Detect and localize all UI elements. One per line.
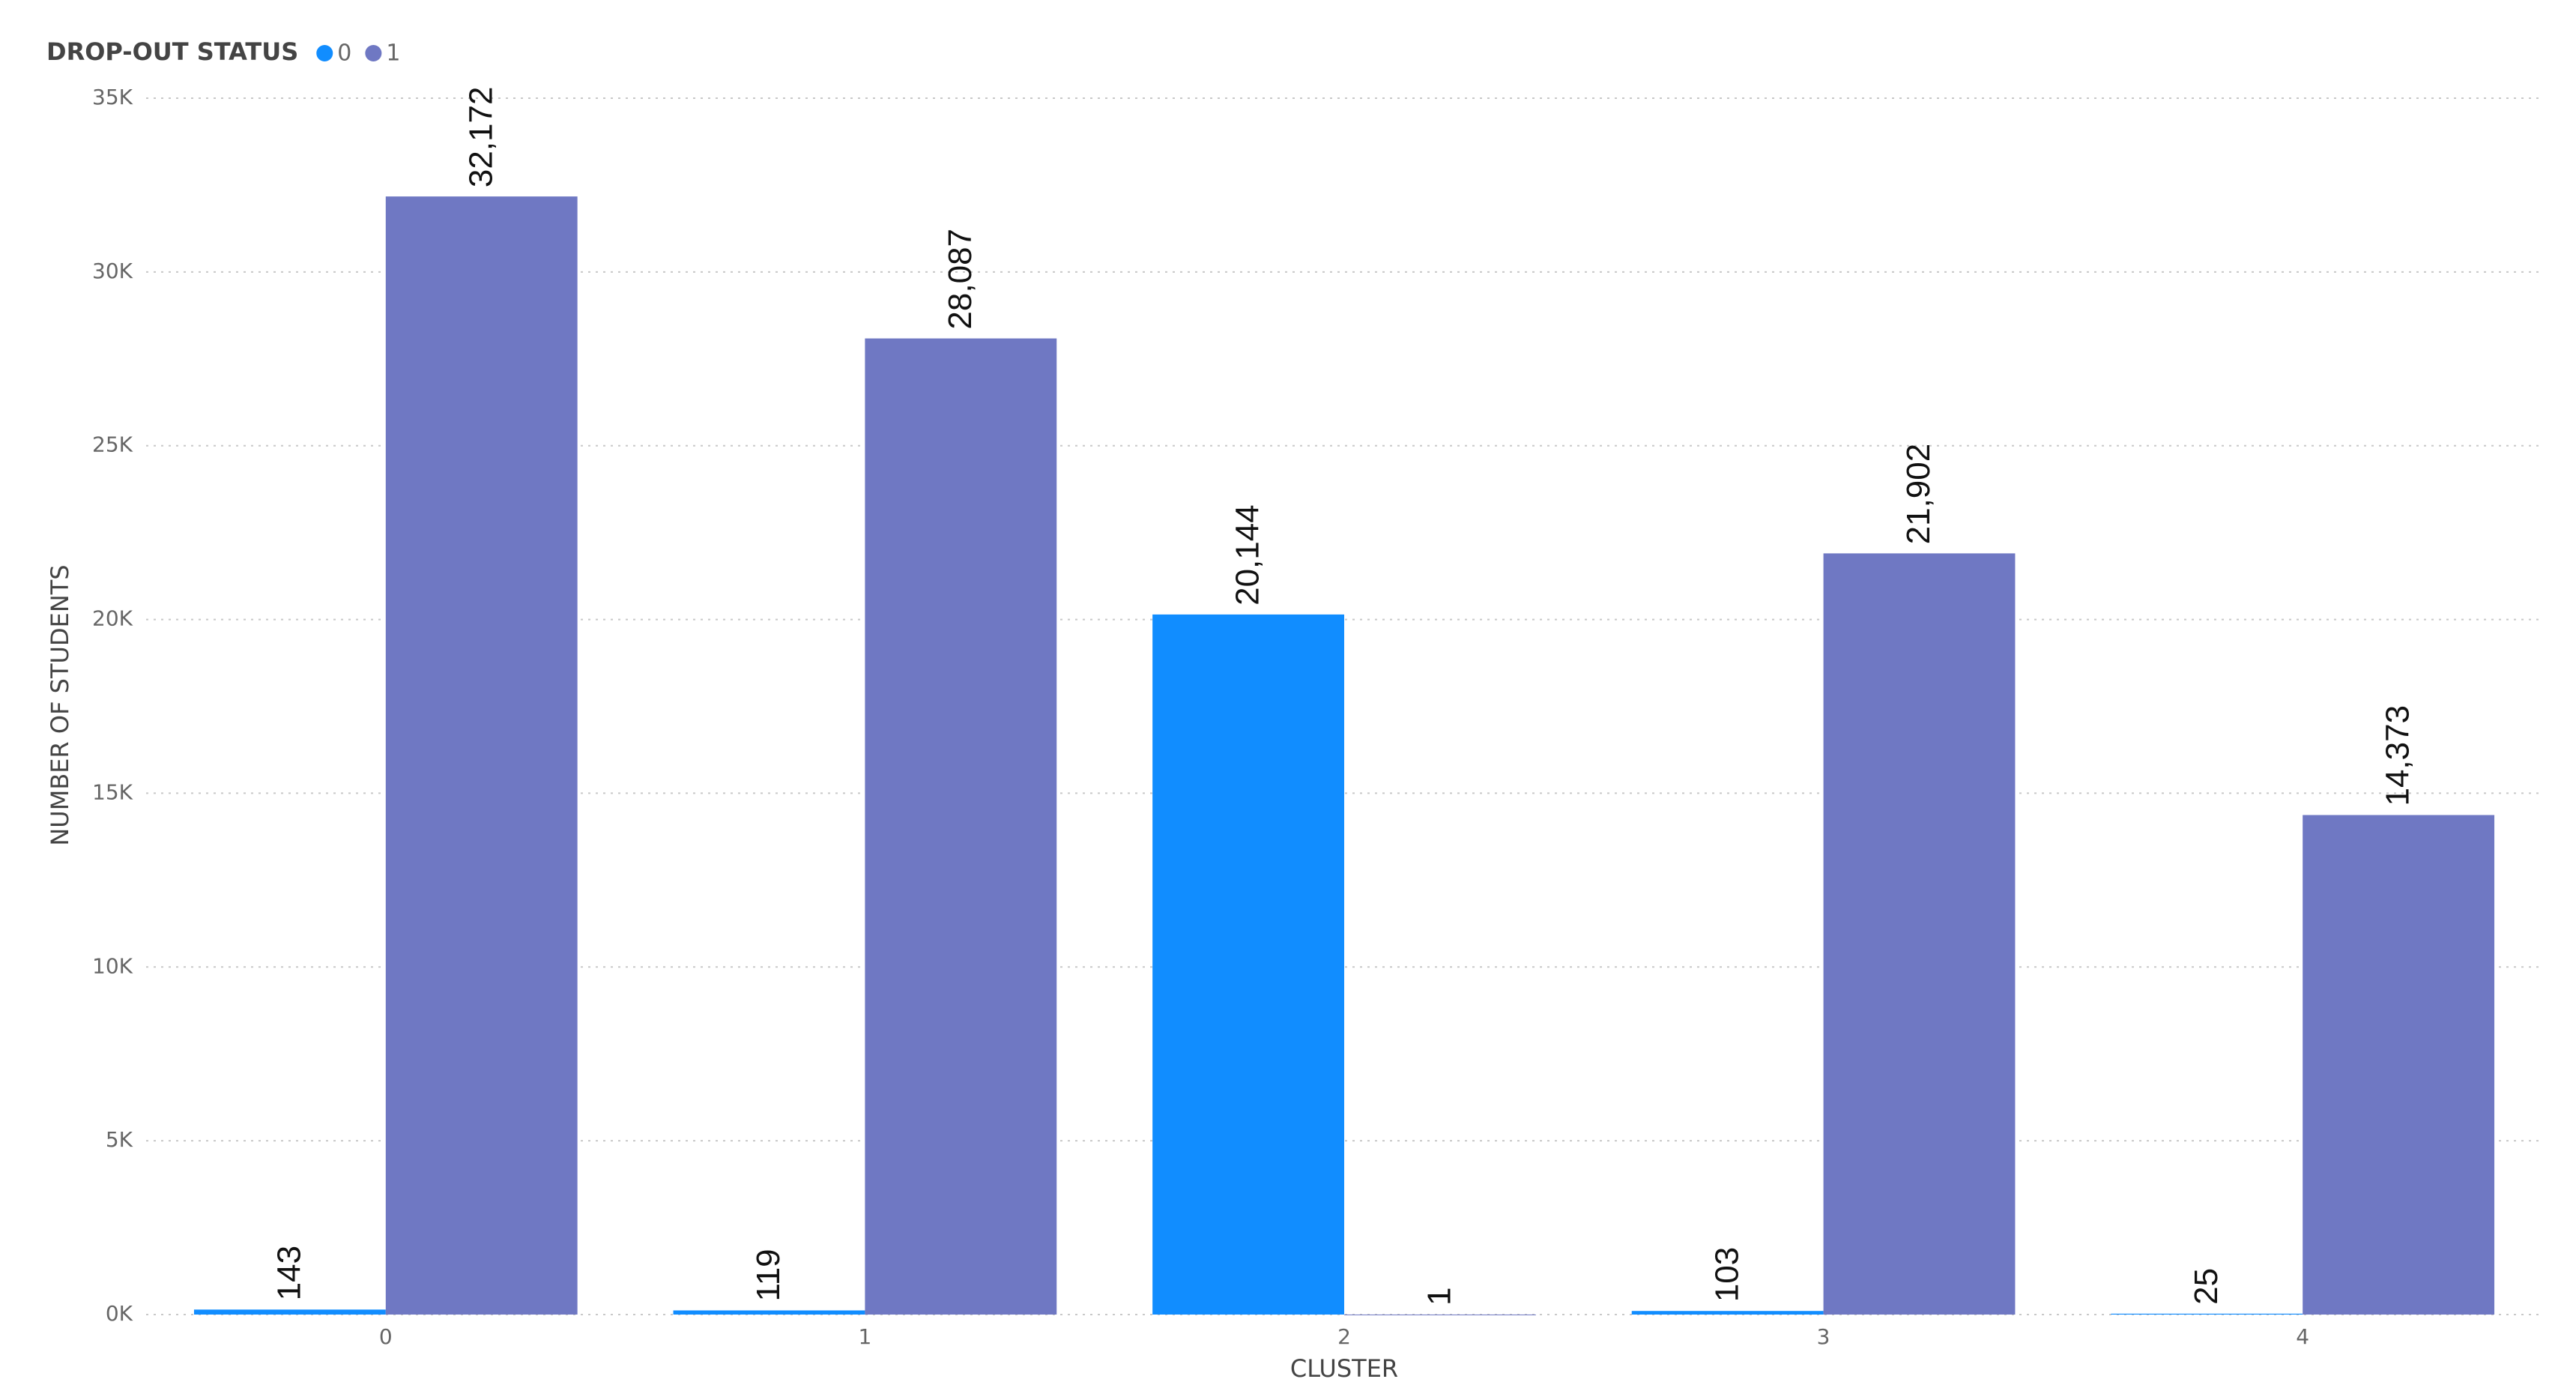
value-label: 21,902: [1900, 444, 1937, 545]
legend-label: 1: [386, 40, 400, 67]
bar: [193, 1309, 386, 1315]
y-tick-label: 30K: [92, 259, 133, 283]
bar: [1152, 614, 1344, 1315]
bar: [1631, 1311, 1824, 1315]
value-label: 119: [750, 1249, 787, 1301]
bar: [2303, 815, 2495, 1315]
y-tick-label: 0K: [106, 1301, 133, 1326]
legend-label: 0: [337, 40, 351, 67]
y-tick-label: 10K: [92, 953, 133, 978]
value-label: 25: [2188, 1268, 2225, 1305]
bar: [673, 1310, 865, 1315]
value-label: 20,144: [1230, 504, 1266, 606]
value-label: 1: [1421, 1287, 1458, 1305]
x-tick-label: 3: [1817, 1324, 1830, 1349]
value-label: 143: [271, 1246, 308, 1300]
bar: [385, 196, 578, 1315]
value-label: 103: [1708, 1247, 1745, 1302]
x-tick-label: 0: [379, 1324, 393, 1349]
x-tick-label: 2: [1337, 1324, 1351, 1349]
legend-marker: [316, 45, 333, 61]
y-tick-label: 15K: [92, 779, 133, 804]
legend-marker: [365, 45, 382, 61]
y-tick-label: 35K: [92, 85, 133, 109]
x-axis-title: CLUSTER: [1290, 1354, 1398, 1383]
value-label: 32,172: [462, 87, 499, 188]
bar: [1823, 553, 2016, 1315]
value-label: 28,087: [942, 229, 979, 330]
value-label: 14,373: [2380, 705, 2416, 806]
legend-title: DROP-OUT STATUS: [46, 37, 298, 66]
x-tick-label: 1: [858, 1324, 871, 1349]
y-tick-label: 25K: [92, 432, 133, 457]
bar: [2111, 1313, 2303, 1315]
x-tick-label: 4: [2296, 1324, 2309, 1349]
bar: [865, 338, 1057, 1315]
y-axis-title: NUMBER OF STUDENTS: [46, 564, 74, 845]
y-tick-label: 20K: [92, 606, 133, 631]
y-tick-label: 5K: [106, 1127, 133, 1152]
